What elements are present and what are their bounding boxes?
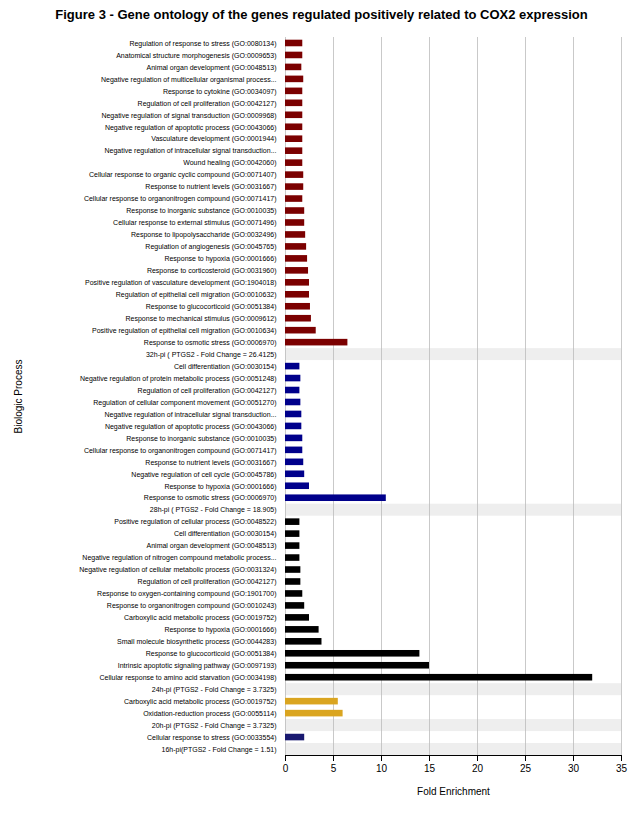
svg-text:Small molecule biosynthetic pr: Small molecule biosynthetic process (GO:…: [117, 638, 277, 646]
svg-text:Response to inorganic substanc: Response to inorganic substance (GO:0010…: [126, 435, 276, 443]
svg-text:Vasculature development (GO:00: Vasculature development (GO:0001944): [151, 135, 276, 143]
svg-text:Positive regulation of cellula: Positive regulation of cellular process …: [114, 518, 276, 526]
svg-text:Cell differentiation (GO:00301: Cell differentiation (GO:0030154): [174, 363, 277, 371]
svg-text:5: 5: [331, 763, 337, 774]
svg-text:Regulation of epithelial cell: Regulation of epithelial cell migration …: [116, 291, 277, 299]
svg-text:Cellular response to organonit: Cellular response to organonitrogen comp…: [84, 195, 277, 203]
svg-text:Response to nutrient levels (G: Response to nutrient levels (GO:0031667): [145, 459, 276, 467]
svg-text:Response to corticosteroid (GO: Response to corticosteroid (GO:0031960): [147, 267, 277, 275]
svg-text:10: 10: [376, 763, 388, 774]
svg-text:Cellular response to organonit: Cellular response to organonitrogen comp…: [84, 447, 277, 455]
svg-text:16h-pi(PTGS2 - Fold Change = 1: 16h-pi(PTGS2 - Fold Change = 1.51): [162, 746, 277, 754]
svg-text:Response to hypoxia (GO:000166: Response to hypoxia (GO:0001666): [164, 482, 276, 490]
svg-text:Regulation of cell proliferati: Regulation of cell proliferation (GO:004…: [138, 578, 277, 586]
svg-text:Response to organonitrogen com: Response to organonitrogen compound (GO:…: [107, 602, 277, 610]
svg-text:Oxidation-reduction process (G: Oxidation-reduction process (GO:0055114): [143, 710, 276, 718]
svg-text:30: 30: [568, 763, 580, 774]
html-text:Figure 3 - Gene ontology of th: Figure 3 - Gene ontology of the genes re…: [55, 7, 588, 22]
svg-text:Cell differentiation (GO:00301: Cell differentiation (GO:0030154): [174, 530, 277, 538]
svg-text:Response to lipopolysaccharide: Response to lipopolysaccharide (GO:00324…: [131, 231, 277, 239]
svg-text:Response to cytokine (GO:00340: Response to cytokine (GO:0034097): [163, 88, 277, 96]
svg-text:Cellular response to stress (G: Cellular response to stress (GO:0033554): [147, 734, 277, 742]
svg-text:Response to inorganic substanc: Response to inorganic substance (GO:0010…: [126, 207, 276, 215]
svg-text:Wound healing (GO:0042060): Wound healing (GO:0042060): [183, 159, 276, 167]
svg-text:Negative regulation of nitroge: Negative regulation of nitrogen compound…: [82, 554, 276, 562]
svg-text:Negative regulation of intrace: Negative regulation of intracellular sig…: [105, 147, 277, 155]
svg-text:Anatomical structure morphogen: Anatomical structure morphogenesis (GO:0…: [116, 52, 276, 60]
svg-text:Cellular response to organic c: Cellular response to organic cyclic comp…: [89, 171, 277, 179]
svg-text:Fold Enrichment: Fold Enrichment: [417, 786, 490, 797]
svg-text:Animal organ development (GO:0: Animal organ development (GO:0048513): [147, 542, 277, 550]
svg-text:Response to osmotic stress (GO: Response to osmotic stress (GO:0006970): [144, 494, 277, 502]
svg-text:Response to glucocorticoid (GO: Response to glucocorticoid (GO:0051384): [146, 650, 277, 658]
svg-text:0: 0: [283, 763, 289, 774]
svg-text:24h-pi (PTGS2 - Fold Change =: 24h-pi (PTGS2 - Fold Change = 3.7325): [152, 686, 277, 694]
svg-text:15: 15: [424, 763, 436, 774]
svg-text:32h-pi ( PTGS2 - Fold Change =: 32h-pi ( PTGS2 - Fold Change = 26.4125): [146, 351, 277, 359]
svg-text:Carboxylic acid metabolic proc: Carboxylic acid metabolic process (GO:00…: [124, 698, 277, 706]
svg-text:Regulation of response to stre: Regulation of response to stress (GO:008…: [129, 40, 276, 48]
svg-text:Animal organ development (GO:0: Animal organ development (GO:0048513): [147, 64, 277, 72]
svg-text:Positive regulation of epithel: Positive regulation of epithelial cell m…: [92, 327, 276, 335]
svg-text:Intrinsic apoptotic signaling: Intrinsic apoptotic signaling pathway (G…: [118, 662, 277, 670]
svg-text:Negative regulation of apoptot: Negative regulation of apoptotic process…: [105, 123, 277, 131]
svg-text:Response to oxygen-containing: Response to oxygen-containing compound (…: [97, 590, 276, 598]
svg-text:20: 20: [472, 763, 484, 774]
svg-text:Response to hypoxia (GO:000166: Response to hypoxia (GO:0001666): [164, 626, 276, 634]
svg-text:20h-pi (PTGS2 - Fold Change =: 20h-pi (PTGS2 - Fold Change = 3.7325): [152, 722, 277, 730]
svg-text:Negative regulation of cellula: Negative regulation of cellular metaboli…: [79, 566, 276, 574]
svg-text:Response to nutrient levels (G: Response to nutrient levels (GO:0031667): [145, 183, 276, 191]
svg-text:Regulation of angiogenesis (GO: Regulation of angiogenesis (GO:0045765): [145, 243, 276, 251]
svg-text:28h-pi ( PTGS2 - Fold Change =: 28h-pi ( PTGS2 - Fold Change = 18.905): [150, 506, 277, 514]
svg-text:Negative regulation of intrace: Negative regulation of intracellular sig…: [105, 411, 277, 419]
svg-text:Positive regulation of vascula: Positive regulation of vasculature devel…: [85, 279, 276, 287]
svg-text:Negative regulation of protein: Negative regulation of protein metabolic…: [80, 375, 277, 383]
svg-text:Cellular response to amino aci: Cellular response to amino acid starvati…: [99, 674, 276, 682]
svg-text:Biologic Process: Biologic Process: [13, 360, 24, 434]
svg-text:Negative regulation of signal: Negative regulation of signal transducti…: [101, 112, 276, 120]
svg-text:Negative regulation of apoptot: Negative regulation of apoptotic process…: [105, 423, 277, 431]
svg-text:Negative regulation of multice: Negative regulation of multicellular org…: [101, 76, 277, 84]
svg-text:Response to mechanical stimulu: Response to mechanical stimulus (GO:0009…: [126, 315, 277, 323]
svg-text:Regulation of cellular compone: Regulation of cellular component movemen…: [93, 399, 276, 407]
svg-text:Response to osmotic stress (GO: Response to osmotic stress (GO:0006970): [144, 339, 277, 347]
svg-text:Carboxylic acid metabolic proc: Carboxylic acid metabolic process (GO:00…: [124, 614, 277, 622]
svg-text:25: 25: [520, 763, 532, 774]
svg-text:Regulation of cell proliferati: Regulation of cell proliferation (GO:004…: [138, 387, 277, 395]
svg-text:35: 35: [616, 763, 628, 774]
svg-text:Cellular response to external: Cellular response to external stimulus (…: [113, 219, 276, 227]
svg-text:Response to hypoxia (GO:000166: Response to hypoxia (GO:0001666): [164, 255, 276, 263]
svg-text:Regulation of cell proliferati: Regulation of cell proliferation (GO:004…: [138, 100, 277, 108]
svg-text:Negative regulation of cell cy: Negative regulation of cell cycle (GO:00…: [131, 471, 276, 479]
svg-text:Response to glucocorticoid (GO: Response to glucocorticoid (GO:0051384): [146, 303, 277, 311]
